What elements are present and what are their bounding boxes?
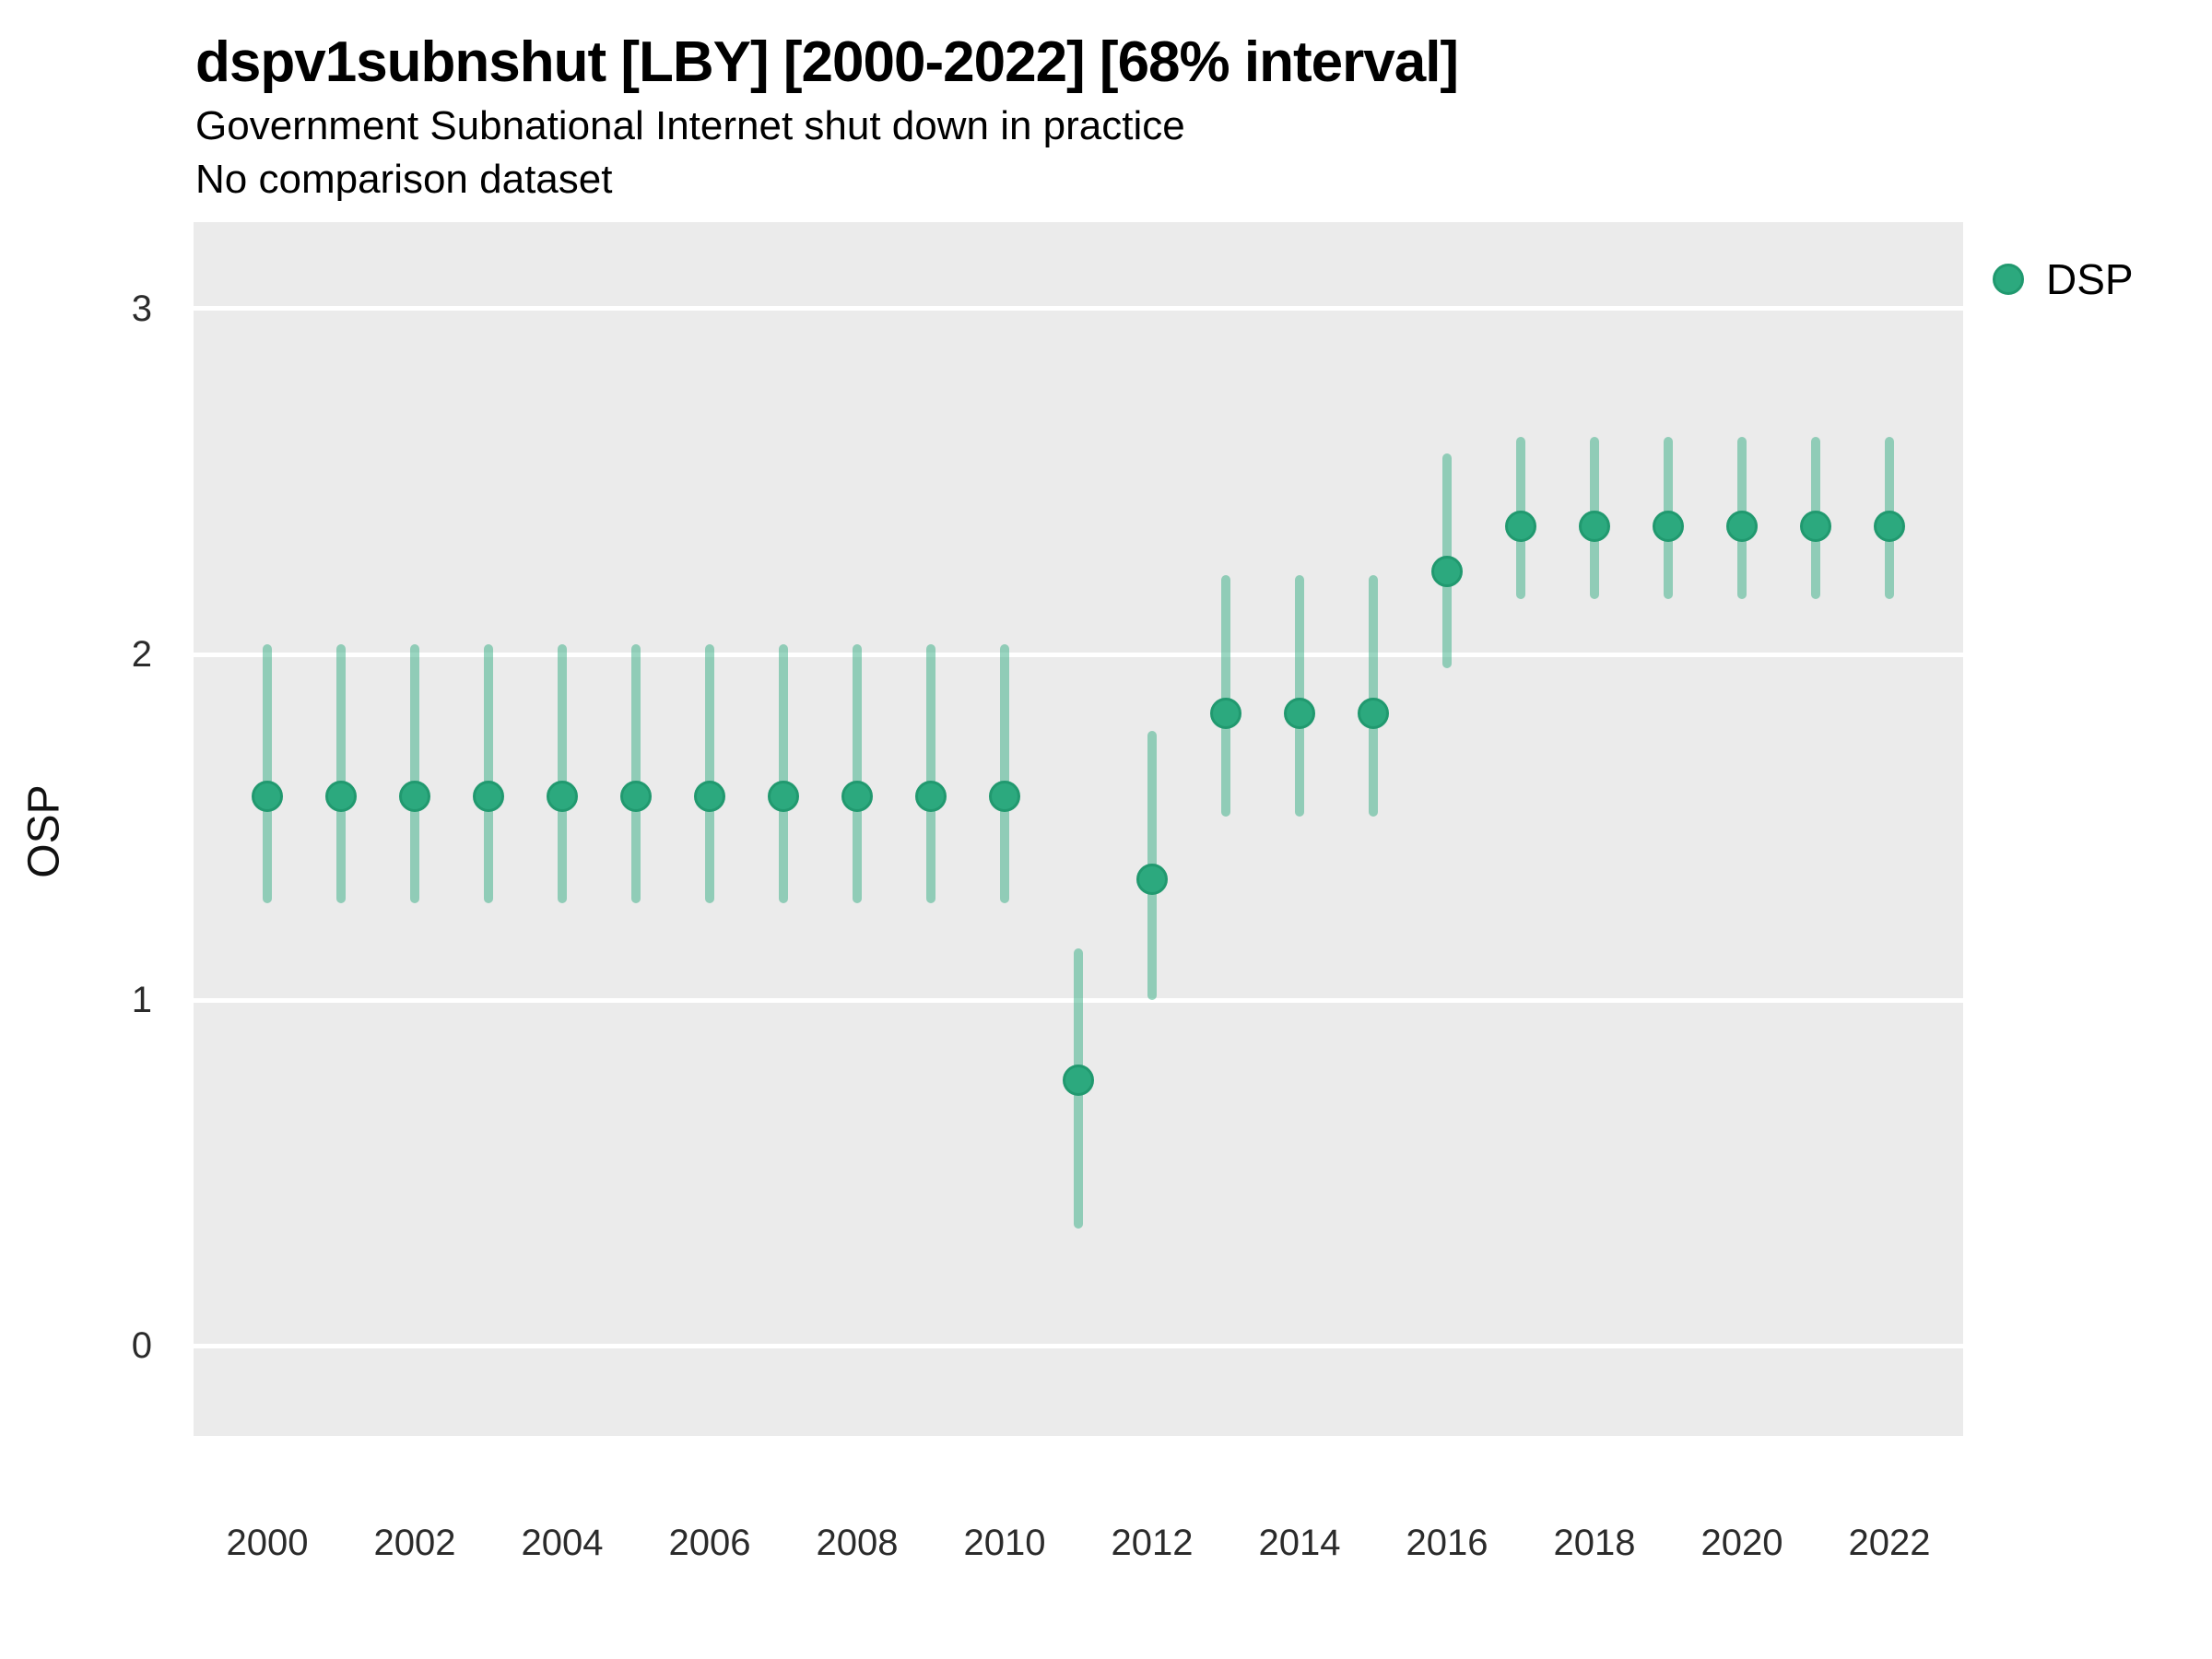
interval-2002 (410, 643, 419, 904)
x-tick-2002: 2002 (373, 1523, 456, 1563)
data-point-2004 (547, 780, 578, 812)
x-tick-2000: 2000 (226, 1523, 309, 1563)
y-axis-title: OSP (19, 784, 69, 878)
interval-2015 (1369, 574, 1378, 818)
interval-2010 (1000, 643, 1009, 904)
data-point-2021 (1800, 511, 1831, 543)
data-point-2020 (1726, 511, 1758, 543)
data-point-2012 (1136, 863, 1168, 895)
chart-subtitle: Government Subnational Internet shut dow… (195, 103, 1185, 148)
legend-dot-icon (1993, 264, 2024, 295)
x-tick-2018: 2018 (1553, 1523, 1636, 1563)
interval-2014 (1295, 574, 1304, 818)
x-tick-2006: 2006 (668, 1523, 751, 1563)
interval-2004 (558, 643, 567, 904)
x-tick-2020: 2020 (1700, 1523, 1783, 1563)
interval-2000 (263, 643, 272, 904)
data-point-2002 (399, 780, 430, 812)
legend: DSP (1993, 254, 2134, 304)
interval-2013 (1221, 574, 1230, 818)
data-point-2019 (1653, 511, 1684, 543)
x-tick-2008: 2008 (816, 1523, 899, 1563)
data-point-2000 (252, 780, 283, 812)
data-point-2006 (694, 780, 725, 812)
chart-title: dspv1subnshut [LBY] [2000-2022] [68% int… (195, 30, 1459, 94)
gridline-3 (194, 306, 1963, 312)
x-tick-2012: 2012 (1111, 1523, 1194, 1563)
data-point-2003 (473, 780, 504, 812)
x-tick-2022: 2022 (1848, 1523, 1931, 1563)
x-tick-2014: 2014 (1258, 1523, 1341, 1563)
gridline-2 (194, 652, 1963, 657)
data-point-2011 (1063, 1064, 1094, 1096)
data-point-2022 (1874, 511, 1905, 543)
x-tick-2004: 2004 (521, 1523, 604, 1563)
interval-2006 (705, 643, 714, 904)
data-point-2007 (768, 780, 799, 812)
interval-2001 (336, 643, 346, 904)
data-point-2015 (1358, 697, 1389, 729)
gridline-0 (194, 1343, 1963, 1348)
data-point-2008 (841, 780, 873, 812)
data-point-2013 (1210, 697, 1241, 729)
data-point-2005 (620, 780, 652, 812)
data-point-2017 (1505, 511, 1536, 543)
y-tick-1: 1 (131, 980, 152, 1021)
interval-2008 (853, 643, 862, 904)
legend-item-label: DSP (2046, 255, 2134, 303)
gridline-1 (194, 997, 1963, 1003)
data-point-2010 (989, 780, 1020, 812)
data-point-2014 (1284, 697, 1315, 729)
y-tick-2: 2 (131, 634, 152, 676)
plot-panel (194, 222, 1963, 1436)
data-point-2009 (915, 780, 947, 812)
interval-2007 (779, 643, 788, 904)
comparison-note: No comparison dataset (195, 157, 613, 202)
data-point-2016 (1431, 555, 1463, 587)
interval-2005 (631, 643, 641, 904)
x-tick-2010: 2010 (963, 1523, 1046, 1563)
x-tick-2016: 2016 (1406, 1523, 1488, 1563)
data-point-2001 (325, 780, 357, 812)
data-point-2018 (1579, 511, 1610, 543)
interval-2003 (484, 643, 493, 904)
y-tick-3: 3 (131, 288, 152, 329)
y-tick-0: 0 (131, 1325, 152, 1367)
interval-2009 (926, 643, 935, 904)
